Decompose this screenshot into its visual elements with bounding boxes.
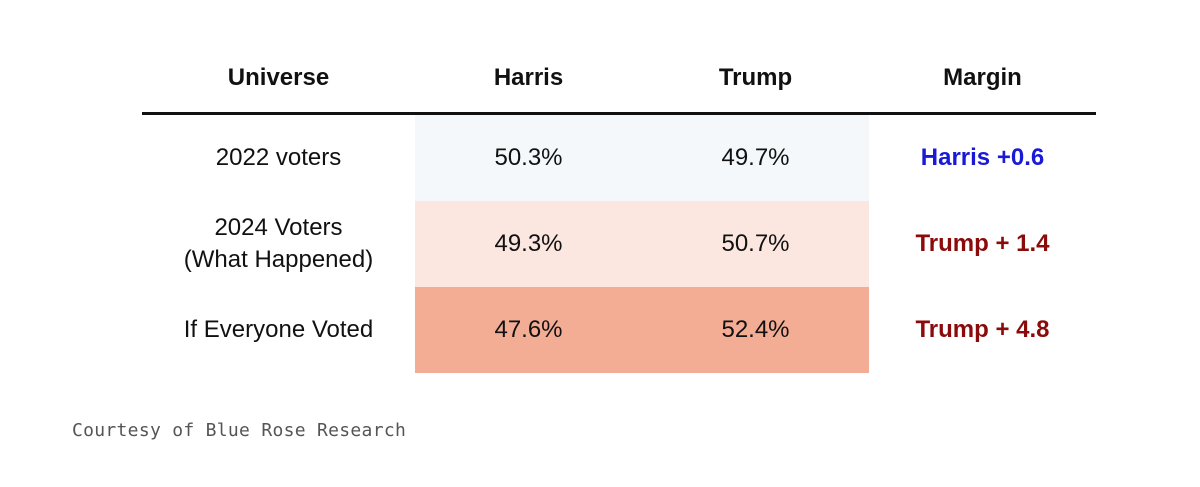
row-shade xyxy=(415,115,869,201)
source-footnote: Courtesy of Blue Rose Research xyxy=(72,420,407,441)
header-harris: Harris xyxy=(493,64,564,91)
results-table: Universe Harris Trump Margin 2022 voters… xyxy=(142,50,1096,373)
table-header-row: Universe Harris Trump Margin xyxy=(142,50,1096,115)
row-shade xyxy=(415,201,869,287)
header-universe: Universe xyxy=(227,64,330,91)
cell-margin: Trump + 4.8 xyxy=(915,316,1050,343)
cell-universe: 2024 Voters (What Happened) xyxy=(183,214,374,273)
cell-trump: 50.7% xyxy=(721,230,790,257)
header-margin: Margin xyxy=(943,64,1022,91)
table-row: If Everyone Voted 47.6% 52.4% Trump + 4.… xyxy=(142,287,1096,373)
cell-trump: 52.4% xyxy=(721,316,790,343)
cell-margin: Harris +0.6 xyxy=(920,144,1045,171)
cell-harris: 49.3% xyxy=(494,230,563,257)
cell-trump: 49.7% xyxy=(721,144,790,171)
table-row: 2024 Voters (What Happened) 49.3% 50.7% … xyxy=(142,201,1096,287)
row-shade xyxy=(415,287,869,373)
cell-universe: If Everyone Voted xyxy=(183,316,374,343)
cell-universe: 2022 voters xyxy=(215,144,342,171)
cell-harris: 50.3% xyxy=(494,144,563,171)
header-trump: Trump xyxy=(718,64,793,91)
cell-harris: 47.6% xyxy=(494,316,563,343)
cell-margin: Trump + 1.4 xyxy=(915,230,1050,257)
table-row: 2022 voters 50.3% 49.7% Harris +0.6 xyxy=(142,115,1096,201)
